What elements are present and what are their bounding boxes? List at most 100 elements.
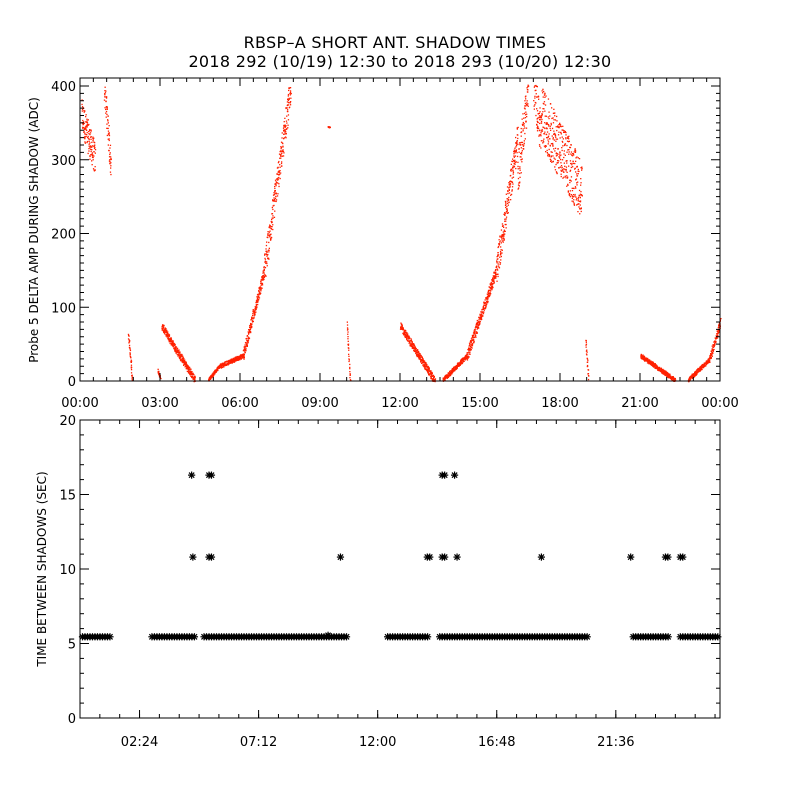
top-data-point xyxy=(503,233,505,235)
top-data-point xyxy=(580,207,582,209)
top-data-point xyxy=(458,363,460,365)
top-data-point xyxy=(500,252,502,254)
top-data-point xyxy=(540,135,542,137)
top-data-point xyxy=(553,108,555,110)
top-data-point xyxy=(444,378,446,381)
top-data-point xyxy=(274,179,277,181)
top-data-point xyxy=(88,130,90,133)
top-data-point xyxy=(288,89,290,92)
top-data-point xyxy=(279,166,281,168)
top-data-point xyxy=(521,158,523,160)
top-data-point xyxy=(455,368,458,370)
top-data-point xyxy=(273,198,276,201)
top-data-point xyxy=(174,345,176,347)
top-data-point xyxy=(562,169,564,171)
top-data-point xyxy=(578,206,580,208)
top-data-point xyxy=(478,327,480,329)
top-data-point xyxy=(258,290,260,292)
top-data-point xyxy=(402,328,404,330)
top-data-point xyxy=(521,161,523,163)
chart-title-line2: 2018 292 (10/19) 12:30 to 2018 293 (10/2… xyxy=(188,52,611,71)
top-data-point xyxy=(93,137,95,139)
top-data-point xyxy=(182,355,184,357)
top-data-point xyxy=(255,307,258,309)
top-data-point xyxy=(110,165,112,167)
top-data-point xyxy=(468,356,470,358)
top-data-point xyxy=(502,240,504,242)
top-data-point xyxy=(669,374,671,377)
top-data-point xyxy=(105,112,107,114)
top-data-point xyxy=(108,134,111,137)
top-data-point xyxy=(505,223,507,226)
top-data-point xyxy=(251,326,253,329)
top-data-point xyxy=(563,171,565,173)
top-data-point xyxy=(715,342,717,344)
top-data-point xyxy=(283,129,285,132)
top-data-point xyxy=(542,108,544,110)
top-data-point xyxy=(92,136,94,138)
top-data-point xyxy=(281,161,283,163)
top-data-point xyxy=(666,371,668,374)
top-data-point xyxy=(223,366,225,368)
top-data-point xyxy=(485,304,487,306)
top-data-point xyxy=(488,293,490,295)
top-data-point xyxy=(85,125,87,127)
top-data-point xyxy=(714,343,716,345)
top-data-point xyxy=(347,333,349,335)
top-data-point xyxy=(161,327,163,329)
top-data-point xyxy=(497,246,499,249)
top-data-point xyxy=(482,308,484,310)
top-data-point xyxy=(93,169,95,171)
top-data-point xyxy=(88,145,90,147)
top-data-point xyxy=(477,324,479,326)
top-data-point xyxy=(549,144,551,147)
top-data-point xyxy=(541,130,544,132)
bottom-data-point xyxy=(190,633,199,641)
top-data-point xyxy=(467,356,469,358)
top-data-point xyxy=(511,181,514,184)
top-data-point xyxy=(506,212,509,214)
top-data-point xyxy=(536,118,538,120)
top-data-point xyxy=(507,202,509,204)
top-data-point xyxy=(230,358,232,360)
top-data-point xyxy=(108,134,110,136)
top-data-point xyxy=(650,360,652,362)
top-data-point xyxy=(93,144,96,146)
top-data-point xyxy=(426,363,428,366)
top-data-point xyxy=(533,86,535,88)
top-data-point xyxy=(179,351,181,353)
top-data-point xyxy=(236,358,239,361)
top-data-point xyxy=(283,121,285,123)
top-data-point xyxy=(221,365,223,367)
top-data-point xyxy=(243,358,245,360)
top-data-point xyxy=(407,334,409,336)
top-data-point xyxy=(565,131,567,134)
top-data-point xyxy=(191,373,194,376)
top-data-point xyxy=(476,332,478,334)
top-data-point xyxy=(520,141,523,144)
top-data-point xyxy=(186,367,188,369)
top-data-point xyxy=(247,340,249,342)
top-data-point xyxy=(183,363,185,365)
top-data-point xyxy=(91,160,93,162)
top-data-point xyxy=(250,319,252,321)
top-data-point xyxy=(261,277,263,279)
top-data-point xyxy=(536,108,538,110)
top-data-point xyxy=(346,324,349,326)
top-data-point xyxy=(246,337,248,340)
top-data-point xyxy=(280,157,282,159)
top-data-point xyxy=(522,148,525,150)
top-data-point xyxy=(259,286,261,288)
top-data-point xyxy=(110,158,112,161)
top-data-point xyxy=(461,363,463,365)
top-data-point xyxy=(93,141,95,143)
top-data-point xyxy=(568,192,571,195)
top-data-point xyxy=(164,327,166,329)
top-data-point xyxy=(473,340,475,342)
top-data-point xyxy=(267,236,269,239)
top-data-point xyxy=(519,172,521,175)
top-data-point xyxy=(483,304,485,306)
top-data-point xyxy=(107,122,109,124)
top-data-point xyxy=(224,363,226,365)
top-data-point xyxy=(164,330,166,332)
